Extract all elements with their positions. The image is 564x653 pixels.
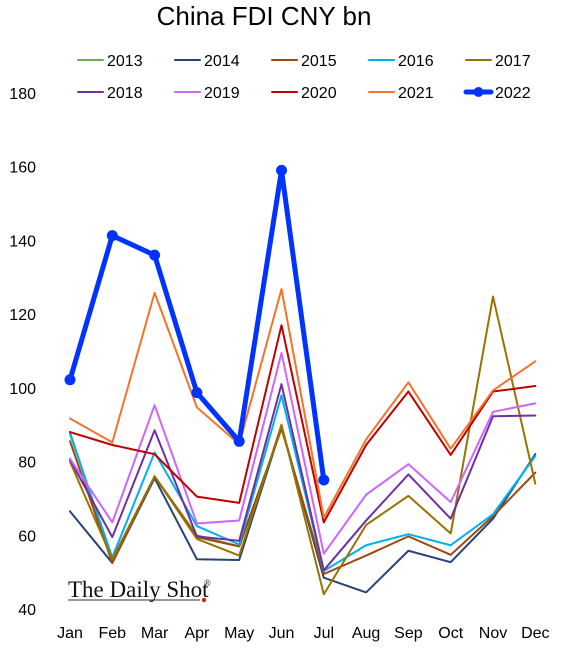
series-2022 [64, 164, 330, 486]
watermark-symbol: ® [204, 578, 211, 588]
legend: 2013 2014 2015 2016 2017 2018 2019 2020 2021 2022 [77, 53, 531, 102]
x-tick-label: Aug [352, 625, 380, 642]
series-2016 [69, 394, 537, 573]
x-tick-label: Mar [141, 625, 169, 642]
data-point [276, 164, 287, 176]
y-tick-label: 120 [9, 307, 36, 324]
y-tick-label: 40 [18, 602, 36, 619]
x-tick-label: Jun [269, 625, 295, 642]
series-line [69, 394, 537, 573]
data-point [64, 374, 76, 386]
series-line [69, 288, 537, 519]
watermark: The Daily Shot ® [68, 577, 211, 603]
legend-item: 2017 [465, 53, 531, 70]
legend-item: 2014 [174, 53, 240, 70]
x-tick-label: Dec [521, 625, 549, 642]
x-tick-label: Oct [438, 625, 463, 642]
legend-item: 2020 [271, 85, 337, 102]
legend-item: 2019 [174, 85, 240, 102]
legend-item: 2015 [271, 53, 337, 70]
legend-label: 2022 [495, 85, 531, 102]
series-line [69, 295, 537, 596]
data-point [233, 435, 245, 447]
legend-label: 2015 [301, 53, 337, 70]
data-point [318, 474, 330, 486]
legend-item: 2021 [368, 85, 434, 102]
legend-label: 2019 [204, 85, 240, 102]
series-line [69, 351, 537, 555]
y-tick-label: 80 [18, 455, 36, 472]
x-tick-label: Jul [314, 625, 334, 642]
legend-label: 2014 [204, 53, 240, 70]
x-tick-label: Jan [57, 625, 83, 642]
y-tick-label: 180 [9, 86, 36, 103]
series-2019 [69, 351, 537, 555]
series-2018 [69, 383, 537, 572]
x-tick-label: Feb [99, 625, 127, 642]
legend-marker [473, 87, 484, 97]
watermark-dot [201, 597, 207, 603]
y-tick-label: 60 [18, 528, 36, 545]
plot-area [64, 164, 537, 596]
chart-title: China FDI CNY bn [157, 1, 372, 31]
series-2020 [69, 324, 537, 524]
legend-label: 2020 [301, 85, 337, 102]
x-tick-label: Nov [479, 625, 507, 642]
legend-label: 2016 [398, 53, 434, 70]
x-tick-label: Apr [184, 625, 210, 642]
y-tick-label: 160 [9, 160, 36, 177]
legend-item: 2016 [368, 53, 434, 70]
watermark-text: The Daily Shot [68, 577, 209, 602]
x-tick-label: May [224, 625, 254, 642]
legend-item: 2022 [463, 85, 531, 102]
series-line [69, 383, 537, 572]
legend-label: 2013 [107, 53, 143, 70]
x-tick-label: Sep [394, 625, 423, 642]
data-point [149, 249, 161, 261]
series-line [69, 324, 537, 524]
legend-item: 2013 [77, 53, 143, 70]
series-2017 [69, 295, 537, 596]
y-axis: 40 60 80 100 120 140 160 180 [9, 86, 36, 619]
series-2021 [69, 288, 537, 519]
legend-label: 2018 [107, 85, 143, 102]
data-point [191, 387, 203, 399]
legend-label: 2017 [495, 53, 531, 70]
legend-item: 2018 [77, 85, 143, 102]
x-axis: Jan Feb Mar Apr May Jun Jul Aug Sep Oct Nov Dec [57, 625, 549, 642]
legend-label: 2021 [398, 85, 434, 102]
y-tick-label: 100 [9, 381, 36, 398]
y-tick-label: 140 [9, 233, 36, 250]
data-point [106, 230, 118, 242]
